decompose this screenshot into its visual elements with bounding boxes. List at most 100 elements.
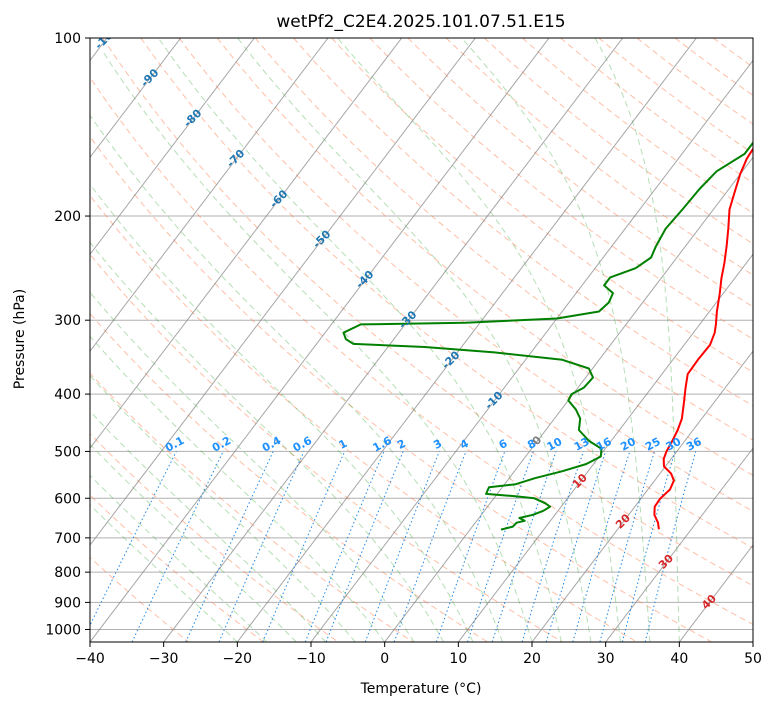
- x-tick-label: −40: [75, 651, 105, 667]
- dry-adiabat: [293, 38, 753, 407]
- isotherm-line: [678, 544, 753, 642]
- isotherm-line: [90, 38, 329, 353]
- dry-adiabat: [674, 38, 753, 96]
- isotherm-label: -20: [439, 348, 462, 371]
- y-tick-label: 1000: [45, 622, 81, 638]
- dry-adiabat: [407, 38, 753, 308]
- mixing-ratio-line: [262, 451, 346, 642]
- dry-adiabat: [90, 76, 753, 625]
- isotherm-line: [90, 38, 255, 256]
- dry-adiabat: [140, 38, 753, 549]
- mixing-ratio-line: [467, 451, 534, 642]
- x-tick-label: −30: [149, 651, 179, 667]
- dry-adiabat: [636, 38, 753, 125]
- mixing-ratio-line: [521, 451, 584, 642]
- y-tick-label: 600: [54, 491, 81, 507]
- mixing-ratio-line: [364, 451, 440, 642]
- mixing-ratio-label: 4: [458, 437, 471, 452]
- dry-adiabat: [90, 194, 638, 642]
- temperature-trace: [653, 146, 753, 530]
- mixing-ratio-line: [435, 451, 506, 642]
- isotherm-line: [310, 59, 753, 642]
- moist-adiabat: [90, 443, 297, 642]
- isotherm-label: -30: [396, 308, 419, 331]
- dry-adiabats: [90, 38, 753, 642]
- sounding-series: [342, 141, 753, 531]
- x-tick-label: 20: [523, 651, 541, 667]
- dry-adiabat: [90, 253, 563, 642]
- mixing-ratio-label: 13: [572, 435, 592, 454]
- moist-adiabat: [101, 50, 533, 642]
- moist-adiabat: [337, 38, 621, 642]
- mixing-ratio-line: [545, 451, 607, 642]
- dry-adiabat: [216, 38, 753, 476]
- moist-adiabat: [461, 38, 651, 642]
- isotherm-line: [163, 38, 624, 642]
- mixing-ratio-line: [491, 451, 557, 642]
- mixing-ratio-label: 30: [664, 435, 684, 454]
- y-tick-label: 900: [54, 595, 81, 611]
- dry-adiabat: [90, 556, 190, 642]
- dry-adiabat: [90, 432, 339, 642]
- y-tick-label: 800: [54, 565, 81, 581]
- dry-adiabat: [90, 312, 488, 642]
- moist-adiabat: [90, 291, 415, 642]
- dry-adiabat: [90, 372, 414, 642]
- mixing-ratio-line: [393, 451, 467, 642]
- mixing-ratio-label: 10: [545, 435, 565, 454]
- moist-adiabats: [90, 38, 680, 642]
- isotherms: [90, 38, 753, 642]
- isotherm-line: [236, 38, 697, 642]
- mixing-ratio-label: 3: [431, 437, 444, 452]
- dry-adiabat: [483, 38, 753, 245]
- dry-adiabat: [369, 38, 753, 340]
- mixing-ratio-line: [304, 451, 385, 642]
- x-tick-label: 0: [380, 651, 389, 667]
- isotherm-label: -50: [310, 227, 333, 250]
- chart-title: wetPf2_C2E4.2025.101.07.51.E15: [276, 12, 565, 32]
- y-tick-label: 400: [54, 387, 81, 403]
- isotherm-label: 30: [656, 551, 676, 571]
- isotherm-line: [90, 38, 182, 159]
- plot-area: 0.1 0.2 0.4 0.6 1 1.6 2 3 4 6 8 10 13 16 20 25 30 36-100-…: [90, 38, 753, 642]
- mixing-ratio-line: [621, 451, 676, 642]
- moist-adiabat: [90, 335, 386, 642]
- mixing-ratio-lines: [90, 451, 697, 642]
- x-tick-label: 50: [744, 651, 762, 667]
- x-axis-label: Temperature (°C): [360, 681, 482, 697]
- mixing-ratio-label: 20: [618, 435, 638, 454]
- x-tick-label: −20: [223, 651, 253, 667]
- isotherm-label: 40: [699, 592, 719, 612]
- x-tick-label: 30: [597, 651, 615, 667]
- moist-adiabat: [90, 241, 445, 642]
- isotherm-label: 20: [613, 511, 633, 531]
- mixing-ratio-label: 6: [497, 437, 510, 452]
- moist-adiabat: [90, 410, 327, 642]
- isotherm-label: -90: [138, 66, 161, 89]
- moist-adiabat: [90, 374, 356, 642]
- isotherm-line: [605, 447, 753, 642]
- y-tick-label: 100: [54, 31, 81, 47]
- isotherm-label: -10: [482, 389, 505, 412]
- y-tick-label: 700: [54, 531, 81, 547]
- dry-adiabat: [102, 38, 753, 587]
- x-tick-label: −10: [296, 651, 326, 667]
- x-tick-label: 40: [670, 651, 688, 667]
- isotherm-line: [90, 38, 403, 449]
- mixing-ratio-line: [572, 451, 631, 642]
- mixing-ratio-line: [218, 451, 305, 642]
- y-tick-label: 300: [54, 313, 81, 329]
- moist-adiabat: [90, 114, 503, 642]
- mixing-ratio-line: [90, 451, 177, 627]
- mixing-ratio-line: [325, 451, 404, 642]
- moist-adiabat: [237, 38, 592, 642]
- mixing-ratio-label: 25: [643, 435, 663, 454]
- dry-adiabat: [445, 38, 753, 276]
- dry-adiabat: [522, 38, 753, 214]
- isotherm-label: -60: [267, 187, 290, 210]
- moist-adiabat: [90, 474, 268, 642]
- plot-frame: [89, 37, 754, 643]
- dry-adiabat: [712, 38, 753, 68]
- mixing-ratio-label: 36: [684, 435, 704, 454]
- moist-adiabat: [90, 504, 238, 642]
